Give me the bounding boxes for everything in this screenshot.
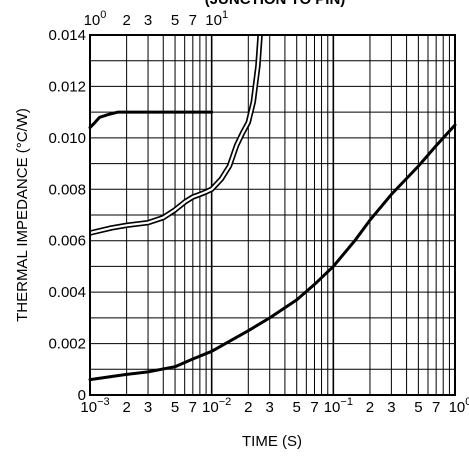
y-tick-label: 0 [78, 387, 86, 404]
series-line-0 [88, 123, 457, 382]
grid [89, 35, 455, 395]
x-axis-ticks: 10−3 2 3 5 7 10−2 2 3 5 7 10−1 2 3 5 7 100 [80, 396, 469, 416]
top-tick-label: 5 [171, 12, 179, 29]
top-tick-label: 3 [144, 12, 152, 29]
x-axis-title: TIME (S) [242, 433, 302, 450]
x-tick-label: 2 [366, 399, 374, 416]
top-tick-label: 2 [122, 12, 130, 29]
x-tick-label: 5 [171, 399, 179, 416]
y-tick-label: 0.010 [48, 130, 86, 147]
x-tick-label: 100 [449, 396, 469, 416]
series-group [88, 34, 457, 382]
x-tick-label: 5 [414, 399, 422, 416]
y-tick-label: 0.006 [48, 233, 86, 250]
x-tick-label: 3 [387, 399, 395, 416]
top-tick-label: 7 [189, 12, 197, 29]
y-tick-label: 0.008 [48, 181, 86, 198]
x-tick-label: 3 [144, 399, 152, 416]
series-line-double-inner [89, 34, 262, 235]
x-tick-label: 10−1 [324, 396, 353, 416]
plot-frame [89, 34, 456, 396]
x-tick-label: 7 [432, 399, 440, 416]
x-tick-label: 2 [122, 399, 130, 416]
series-line-1 [88, 110, 214, 130]
x-tick-label: 7 [189, 399, 197, 416]
x-tick-label: 3 [266, 399, 274, 416]
y-tick-label: 0.014 [48, 27, 86, 44]
y-tick-label: 0.004 [48, 284, 86, 301]
top-axis-ticks: 100 2 3 5 7 101 [84, 9, 228, 29]
top-tick-label: 101 [205, 9, 228, 29]
chart-title: (JUNCTION TO PIN) [205, 0, 346, 8]
x-tick-label: 7 [310, 399, 318, 416]
x-tick-label: 10−2 [202, 396, 231, 416]
y-axis-title: THERMAL IMPEDANCE (°C/W) [14, 108, 31, 322]
y-tick-label: 0.012 [48, 78, 86, 95]
x-tick-label: 10−3 [80, 396, 109, 416]
y-axis-ticks: 0 0.002 0.004 0.006 0.008 0.010 0.012 0.014 [48, 27, 86, 404]
top-tick-label: 100 [84, 9, 107, 29]
y-tick-label: 0.002 [48, 336, 86, 353]
x-tick-label: 2 [244, 399, 252, 416]
x-tick-label: 5 [293, 399, 301, 416]
